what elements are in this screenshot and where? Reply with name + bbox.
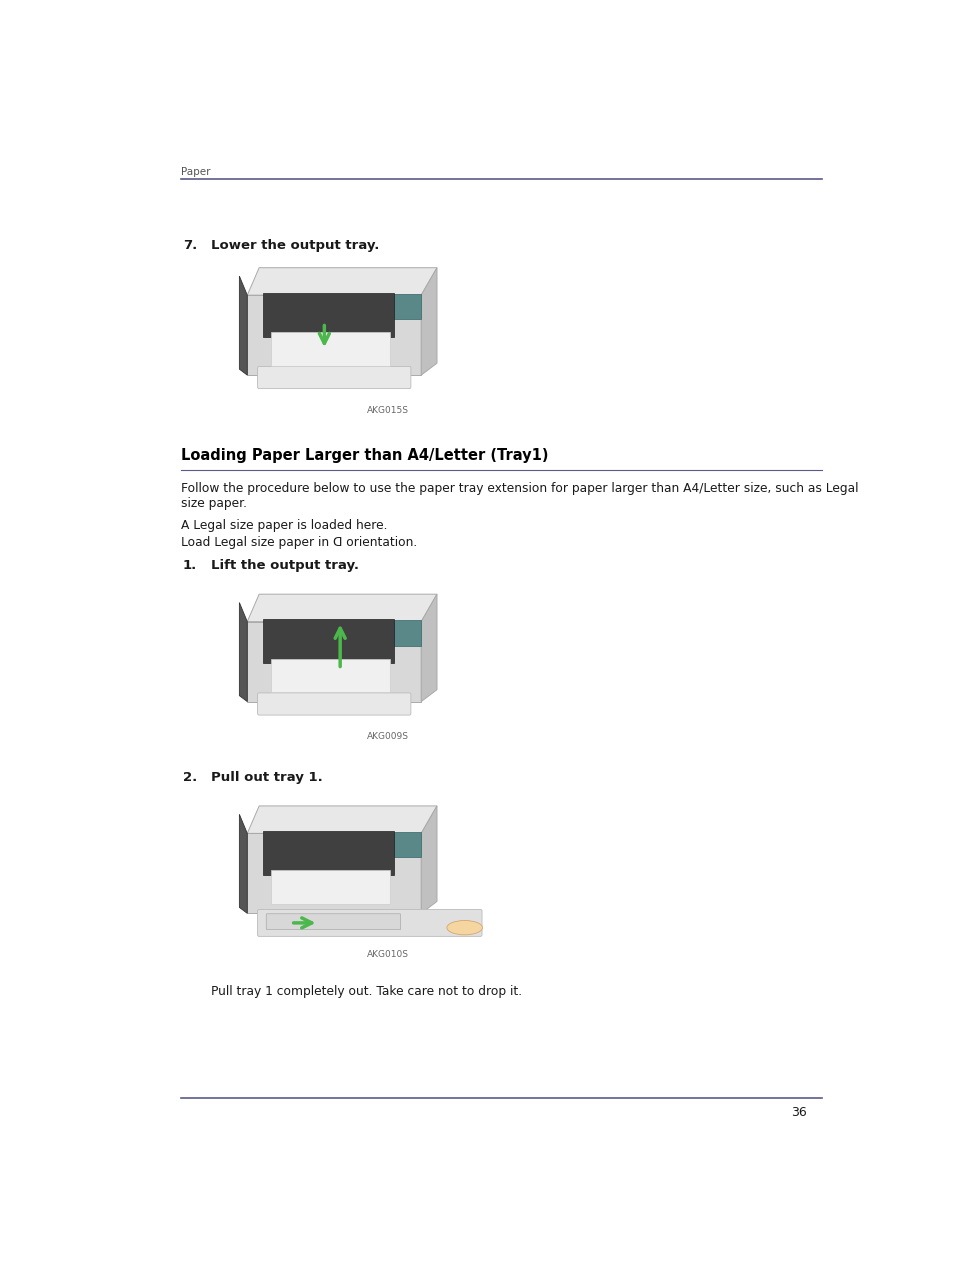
Polygon shape: [271, 870, 389, 904]
Polygon shape: [247, 621, 420, 701]
Text: Pull tray 1 completely out. Take care not to drop it.: Pull tray 1 completely out. Take care no…: [211, 984, 521, 998]
FancyBboxPatch shape: [257, 693, 411, 715]
FancyBboxPatch shape: [266, 914, 400, 930]
Polygon shape: [263, 831, 393, 875]
FancyBboxPatch shape: [257, 367, 411, 389]
Polygon shape: [420, 806, 436, 913]
Polygon shape: [239, 276, 247, 375]
Text: Follow the procedure below to use the paper tray extension for paper larger than: Follow the procedure below to use the pa…: [181, 481, 858, 495]
Polygon shape: [420, 268, 436, 375]
Polygon shape: [239, 814, 247, 913]
Text: size paper.: size paper.: [181, 498, 247, 511]
Text: 36: 36: [791, 1106, 806, 1119]
Text: Paper: Paper: [181, 168, 211, 177]
Polygon shape: [247, 295, 420, 375]
Text: Lower the output tray.: Lower the output tray.: [211, 239, 378, 251]
Polygon shape: [239, 602, 247, 701]
Text: AKG015S: AKG015S: [366, 405, 408, 415]
Text: 7.: 7.: [183, 239, 197, 251]
Text: AKG010S: AKG010S: [366, 950, 408, 959]
Polygon shape: [420, 594, 436, 701]
Text: AKG009S: AKG009S: [366, 733, 408, 742]
Text: Lift the output tray.: Lift the output tray.: [211, 559, 358, 572]
Text: 2.: 2.: [183, 771, 197, 784]
Polygon shape: [247, 806, 436, 833]
FancyBboxPatch shape: [257, 909, 481, 936]
Polygon shape: [247, 833, 420, 913]
Polygon shape: [247, 594, 436, 621]
Polygon shape: [247, 268, 436, 295]
Text: A Legal size paper is loaded here.: A Legal size paper is loaded here.: [181, 519, 387, 532]
Ellipse shape: [446, 921, 482, 935]
Text: 1.: 1.: [183, 559, 197, 572]
Text: Load Legal size paper in ᗡ orientation.: Load Legal size paper in ᗡ orientation.: [181, 536, 417, 549]
Polygon shape: [263, 620, 393, 663]
Polygon shape: [393, 621, 420, 645]
Text: Pull out tray 1.: Pull out tray 1.: [211, 771, 322, 784]
Polygon shape: [393, 293, 420, 319]
Polygon shape: [263, 293, 393, 337]
Text: Loading Paper Larger than A4/Letter (Tray1): Loading Paper Larger than A4/Letter (Tra…: [181, 448, 548, 464]
Polygon shape: [271, 333, 389, 366]
Polygon shape: [393, 832, 420, 857]
Polygon shape: [271, 659, 389, 692]
